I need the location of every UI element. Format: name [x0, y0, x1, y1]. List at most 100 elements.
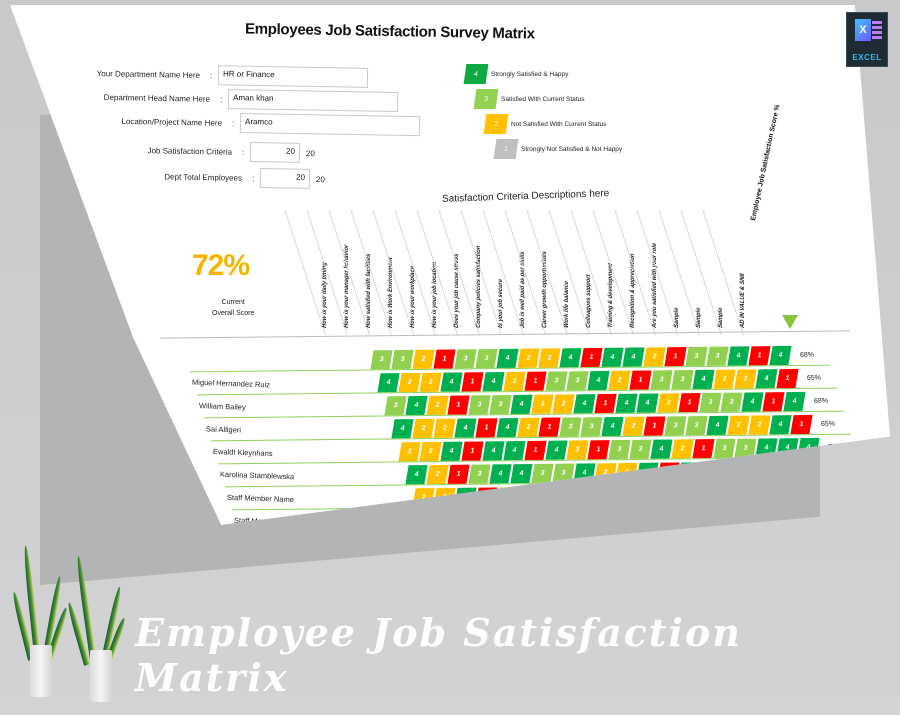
score-cell[interactable]: 3: [720, 392, 743, 412]
score-cell[interactable]: 4: [615, 393, 638, 413]
score-cell[interactable]: 4: [377, 372, 400, 392]
form-input[interactable]: Aman khan: [227, 89, 399, 113]
score-cell[interactable]: 4: [482, 440, 505, 460]
score-cell[interactable]: 2: [734, 368, 757, 389]
score-cell[interactable]: 4: [741, 391, 764, 412]
score-cell[interactable]: 1: [643, 415, 666, 436]
score-cell[interactable]: 1: [524, 440, 547, 460]
score-cell[interactable]: 3: [608, 439, 631, 459]
score-cell[interactable]: 2: [426, 464, 449, 484]
score-cell[interactable]: 1: [629, 369, 652, 390]
score-cell[interactable]: 2: [713, 369, 736, 389]
score-cell[interactable]: 3: [489, 394, 512, 414]
score-cell[interactable]: 3: [734, 438, 757, 458]
score-cell[interactable]: 3: [475, 348, 498, 368]
score-cell[interactable]: 4: [510, 394, 533, 414]
score-cell[interactable]: 4: [573, 393, 596, 413]
score-cell[interactable]: 1: [790, 414, 813, 434]
score-cell[interactable]: 1: [461, 371, 484, 391]
score-cell[interactable]: 4: [559, 347, 582, 367]
score-cell[interactable]: 3: [531, 463, 554, 483]
score-cell[interactable]: 1: [461, 440, 484, 461]
score-cell[interactable]: 2: [727, 415, 750, 435]
score-cell[interactable]: 3: [384, 395, 407, 415]
score-cell[interactable]: 1: [664, 346, 687, 366]
score-cell[interactable]: 3: [706, 346, 729, 366]
score-cell[interactable]: 1: [692, 438, 715, 458]
score-cell[interactable]: 2: [608, 370, 631, 390]
score-cell[interactable]: 1: [524, 371, 547, 391]
score-cell[interactable]: 3: [713, 438, 736, 458]
score-cell[interactable]: 3: [545, 370, 568, 391]
score-cell[interactable]: 2: [419, 441, 442, 461]
score-cell[interactable]: 1: [538, 417, 561, 437]
score-cell[interactable]: 4: [405, 464, 428, 484]
score-cell[interactable]: 3: [454, 348, 477, 368]
score-cell[interactable]: 4: [755, 368, 778, 388]
score-cell[interactable]: 4: [510, 463, 533, 483]
score-cell[interactable]: 2: [398, 372, 421, 392]
score-cell[interactable]: 1: [748, 345, 771, 365]
score-cell[interactable]: 4: [391, 418, 414, 438]
score-cell[interactable]: 4: [503, 440, 526, 460]
score-cell[interactable]: 2: [748, 414, 771, 435]
score-cell[interactable]: 3: [650, 369, 673, 389]
score-cell[interactable]: 3: [559, 416, 582, 437]
score-cell[interactable]: 3: [370, 349, 393, 369]
score-cell[interactable]: 4: [440, 371, 463, 392]
score-cell[interactable]: 3: [580, 416, 603, 436]
score-cell[interactable]: 4: [496, 417, 519, 437]
score-cell[interactable]: 3: [629, 439, 652, 459]
score-cell[interactable]: 4: [769, 345, 792, 365]
score-cell[interactable]: 3: [685, 346, 708, 366]
form-input[interactable]: Aramco: [239, 112, 421, 137]
score-cell[interactable]: 3: [664, 415, 687, 435]
score-cell[interactable]: 1: [580, 347, 603, 367]
score-cell[interactable]: 2: [552, 393, 575, 414]
score-cell[interactable]: 2: [398, 441, 421, 461]
score-cell[interactable]: 4: [727, 345, 750, 366]
score-cell[interactable]: 2: [433, 418, 456, 438]
score-cell[interactable]: 4: [496, 348, 519, 368]
score-cell[interactable]: 1: [678, 392, 701, 412]
score-cell[interactable]: 1: [594, 393, 617, 413]
score-cell[interactable]: 4: [405, 395, 428, 415]
score-cell[interactable]: 2: [412, 349, 435, 369]
score-cell[interactable]: 4: [545, 440, 568, 460]
score-cell[interactable]: 2: [419, 372, 442, 392]
score-cell[interactable]: 4: [601, 347, 624, 367]
score-cell[interactable]: 4: [440, 441, 463, 461]
score-cell[interactable]: 4: [587, 370, 610, 390]
score-cell[interactable]: 4: [636, 392, 659, 413]
score-cell[interactable]: 4: [692, 369, 715, 389]
score-cell[interactable]: 1: [776, 368, 799, 388]
score-cell[interactable]: 3: [699, 392, 722, 412]
score-cell[interactable]: 3: [391, 349, 414, 369]
score-cell[interactable]: 4: [706, 415, 729, 435]
score-cell[interactable]: 2: [503, 371, 526, 391]
score-cell[interactable]: 1: [433, 348, 456, 369]
score-cell[interactable]: 1: [475, 417, 498, 437]
score-cell[interactable]: 3: [671, 369, 694, 389]
score-cell[interactable]: 4: [650, 438, 673, 459]
score-cell[interactable]: 1: [762, 391, 785, 411]
score-cell[interactable]: 4: [489, 463, 512, 483]
score-cell[interactable]: 2: [412, 418, 435, 438]
score-cell[interactable]: 2: [538, 347, 561, 368]
score-cell[interactable]: 2: [566, 439, 589, 460]
form-number-input[interactable]: 20: [259, 167, 311, 189]
score-cell[interactable]: 4: [783, 391, 806, 411]
score-cell[interactable]: 4: [482, 371, 505, 391]
score-cell[interactable]: 1: [587, 439, 610, 459]
score-cell[interactable]: 1: [447, 394, 470, 415]
score-cell[interactable]: 2: [643, 346, 666, 366]
score-cell[interactable]: 4: [601, 416, 624, 436]
score-cell[interactable]: 3: [468, 394, 491, 414]
score-cell[interactable]: 2: [657, 392, 680, 412]
score-cell[interactable]: 2: [622, 416, 645, 436]
score-cell[interactable]: 2: [517, 417, 540, 437]
score-cell[interactable]: 2: [531, 394, 554, 414]
score-cell[interactable]: 2: [426, 395, 449, 415]
score-cell[interactable]: 3: [566, 370, 589, 390]
score-cell[interactable]: 2: [517, 348, 540, 368]
